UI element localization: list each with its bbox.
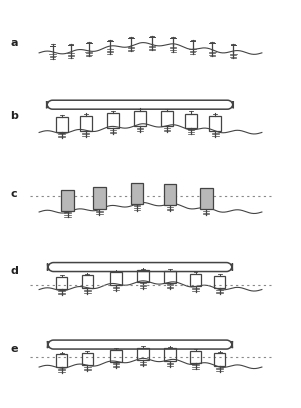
Bar [200, 188, 213, 209]
Bar [185, 113, 197, 128]
Bar [110, 350, 122, 362]
Bar [80, 116, 92, 131]
Bar [82, 275, 93, 288]
Bar [131, 183, 143, 204]
Bar [107, 113, 119, 128]
Bar [164, 184, 176, 205]
Bar [190, 273, 201, 286]
Bar [164, 271, 176, 283]
Text: d: d [11, 266, 18, 276]
Bar [134, 111, 146, 126]
Bar [56, 117, 68, 132]
Text: a: a [11, 38, 18, 48]
Bar [56, 277, 67, 289]
Text: b: b [11, 111, 18, 121]
Bar [56, 354, 67, 366]
Bar [214, 276, 225, 288]
Bar [137, 270, 149, 282]
Text: e: e [11, 344, 18, 354]
Bar [161, 111, 173, 126]
Bar [209, 116, 221, 131]
Bar [110, 273, 122, 285]
Bar [82, 353, 93, 365]
Bar [61, 190, 74, 211]
Bar [214, 353, 225, 366]
Bar [137, 348, 149, 360]
Bar [93, 187, 106, 208]
Bar [190, 351, 201, 363]
Text: c: c [11, 189, 17, 199]
Bar [164, 348, 176, 361]
